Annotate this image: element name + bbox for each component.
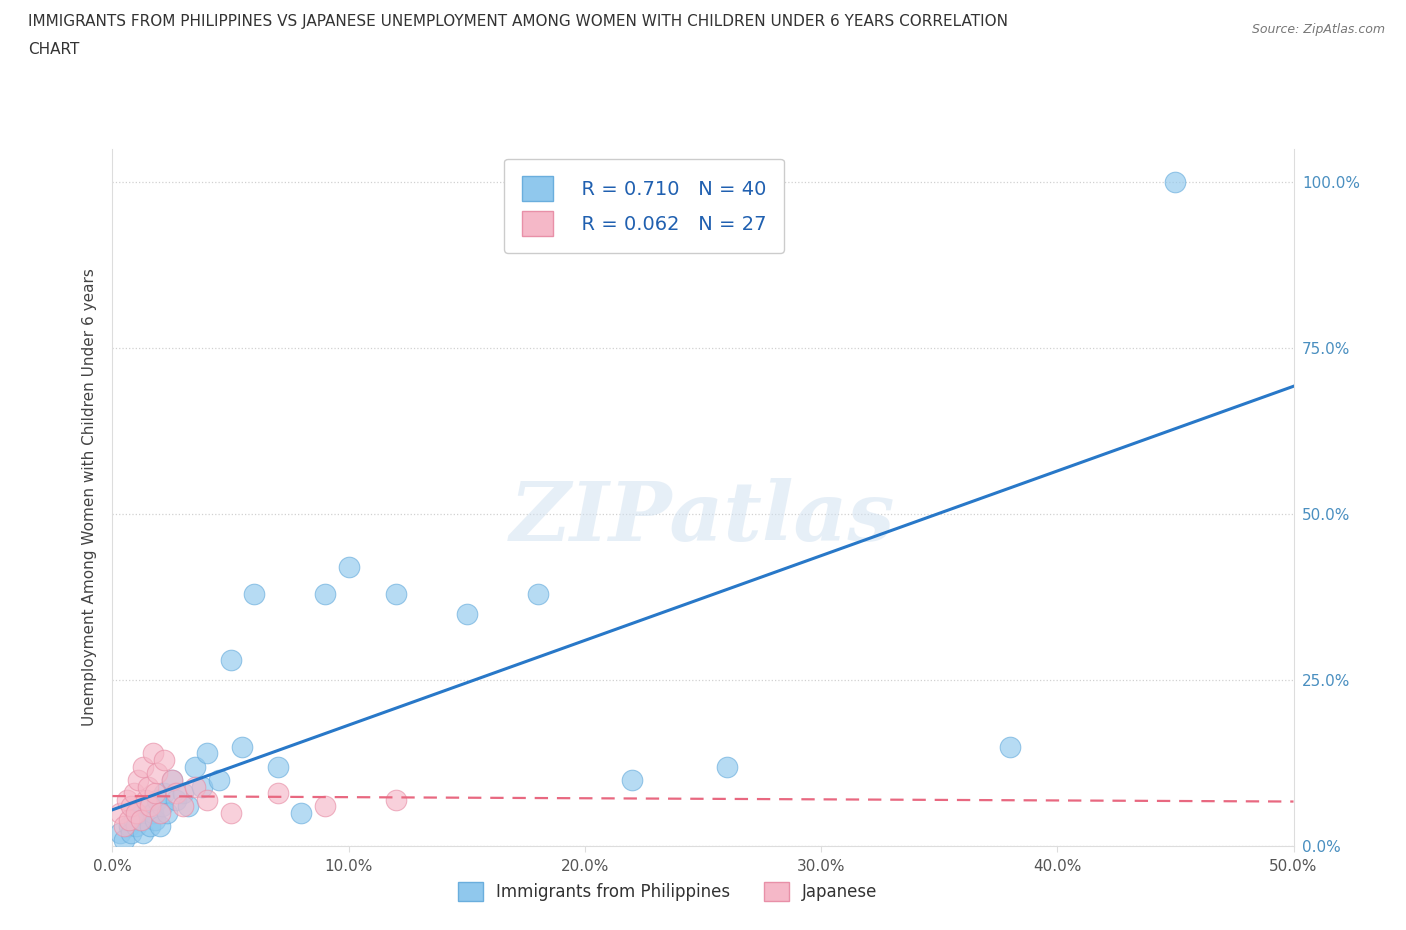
Point: [177, 799, 200, 814]
Point: [385, 792, 408, 807]
Point: [108, 826, 131, 841]
Point: [125, 805, 148, 820]
Point: [132, 826, 155, 841]
Point: [146, 792, 169, 807]
Point: [184, 779, 207, 794]
Point: [1164, 175, 1187, 190]
Point: [139, 819, 162, 834]
Point: [153, 786, 176, 801]
Point: [115, 792, 138, 807]
Point: [243, 587, 266, 602]
Point: [165, 786, 187, 801]
Point: [191, 779, 214, 794]
Point: [122, 812, 145, 827]
Point: [165, 792, 187, 807]
Point: [267, 759, 290, 774]
Point: [621, 773, 644, 788]
Point: [526, 587, 548, 602]
Point: [314, 587, 336, 602]
Point: [136, 779, 159, 794]
Point: [108, 805, 131, 820]
Point: [142, 746, 165, 761]
Point: [195, 792, 218, 807]
Point: [132, 759, 155, 774]
Text: ZIPatlas: ZIPatlas: [510, 478, 896, 559]
Point: [125, 805, 148, 820]
Point: [456, 606, 478, 621]
Text: Source: ZipAtlas.com: Source: ZipAtlas.com: [1251, 23, 1385, 36]
Point: [136, 799, 159, 814]
Text: CHART: CHART: [28, 42, 80, 57]
Point: [112, 819, 135, 834]
Point: [156, 805, 179, 820]
Point: [160, 773, 183, 788]
Point: [122, 786, 145, 801]
Point: [112, 832, 135, 847]
Point: [129, 812, 152, 827]
Point: [150, 799, 173, 814]
Point: [118, 819, 141, 834]
Point: [127, 773, 149, 788]
Point: [172, 786, 194, 801]
Y-axis label: Unemployment Among Women with Children Under 6 years: Unemployment Among Women with Children U…: [82, 269, 97, 726]
Point: [129, 812, 152, 827]
Point: [208, 773, 231, 788]
Point: [219, 805, 242, 820]
Point: [149, 805, 172, 820]
Point: [120, 826, 142, 841]
Point: [290, 805, 312, 820]
Point: [125, 819, 148, 834]
Point: [267, 786, 290, 801]
Text: IMMIGRANTS FROM PHILIPPINES VS JAPANESE UNEMPLOYMENT AMONG WOMEN WITH CHILDREN U: IMMIGRANTS FROM PHILIPPINES VS JAPANESE …: [28, 14, 1008, 29]
Point: [219, 653, 242, 668]
Point: [143, 786, 166, 801]
Point: [118, 812, 141, 827]
Point: [314, 799, 336, 814]
Point: [120, 799, 142, 814]
Point: [172, 799, 194, 814]
Point: [195, 746, 218, 761]
Point: [184, 759, 207, 774]
Point: [142, 805, 165, 820]
Point: [231, 739, 253, 754]
Point: [146, 765, 169, 780]
Point: [143, 812, 166, 827]
Point: [385, 587, 408, 602]
Point: [153, 752, 176, 767]
Legend: Immigrants from Philippines, Japanese: Immigrants from Philippines, Japanese: [451, 876, 884, 908]
Point: [160, 773, 183, 788]
Point: [716, 759, 738, 774]
Point: [337, 560, 360, 575]
Point: [135, 792, 157, 807]
Point: [149, 819, 172, 834]
Point: [139, 799, 162, 814]
Point: [998, 739, 1021, 754]
